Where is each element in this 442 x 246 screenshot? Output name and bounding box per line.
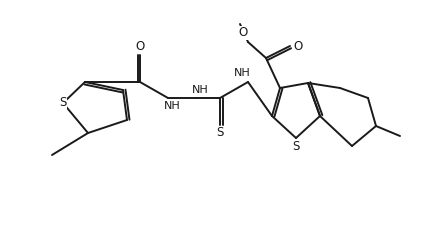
Text: S: S (292, 140, 300, 154)
Text: NH: NH (192, 85, 208, 95)
Text: O: O (135, 41, 145, 53)
Text: O: O (293, 40, 303, 52)
Text: S: S (216, 126, 224, 139)
Text: NH: NH (234, 68, 250, 78)
Text: NH: NH (164, 101, 180, 111)
Text: O: O (238, 27, 248, 40)
Text: S: S (59, 96, 67, 109)
